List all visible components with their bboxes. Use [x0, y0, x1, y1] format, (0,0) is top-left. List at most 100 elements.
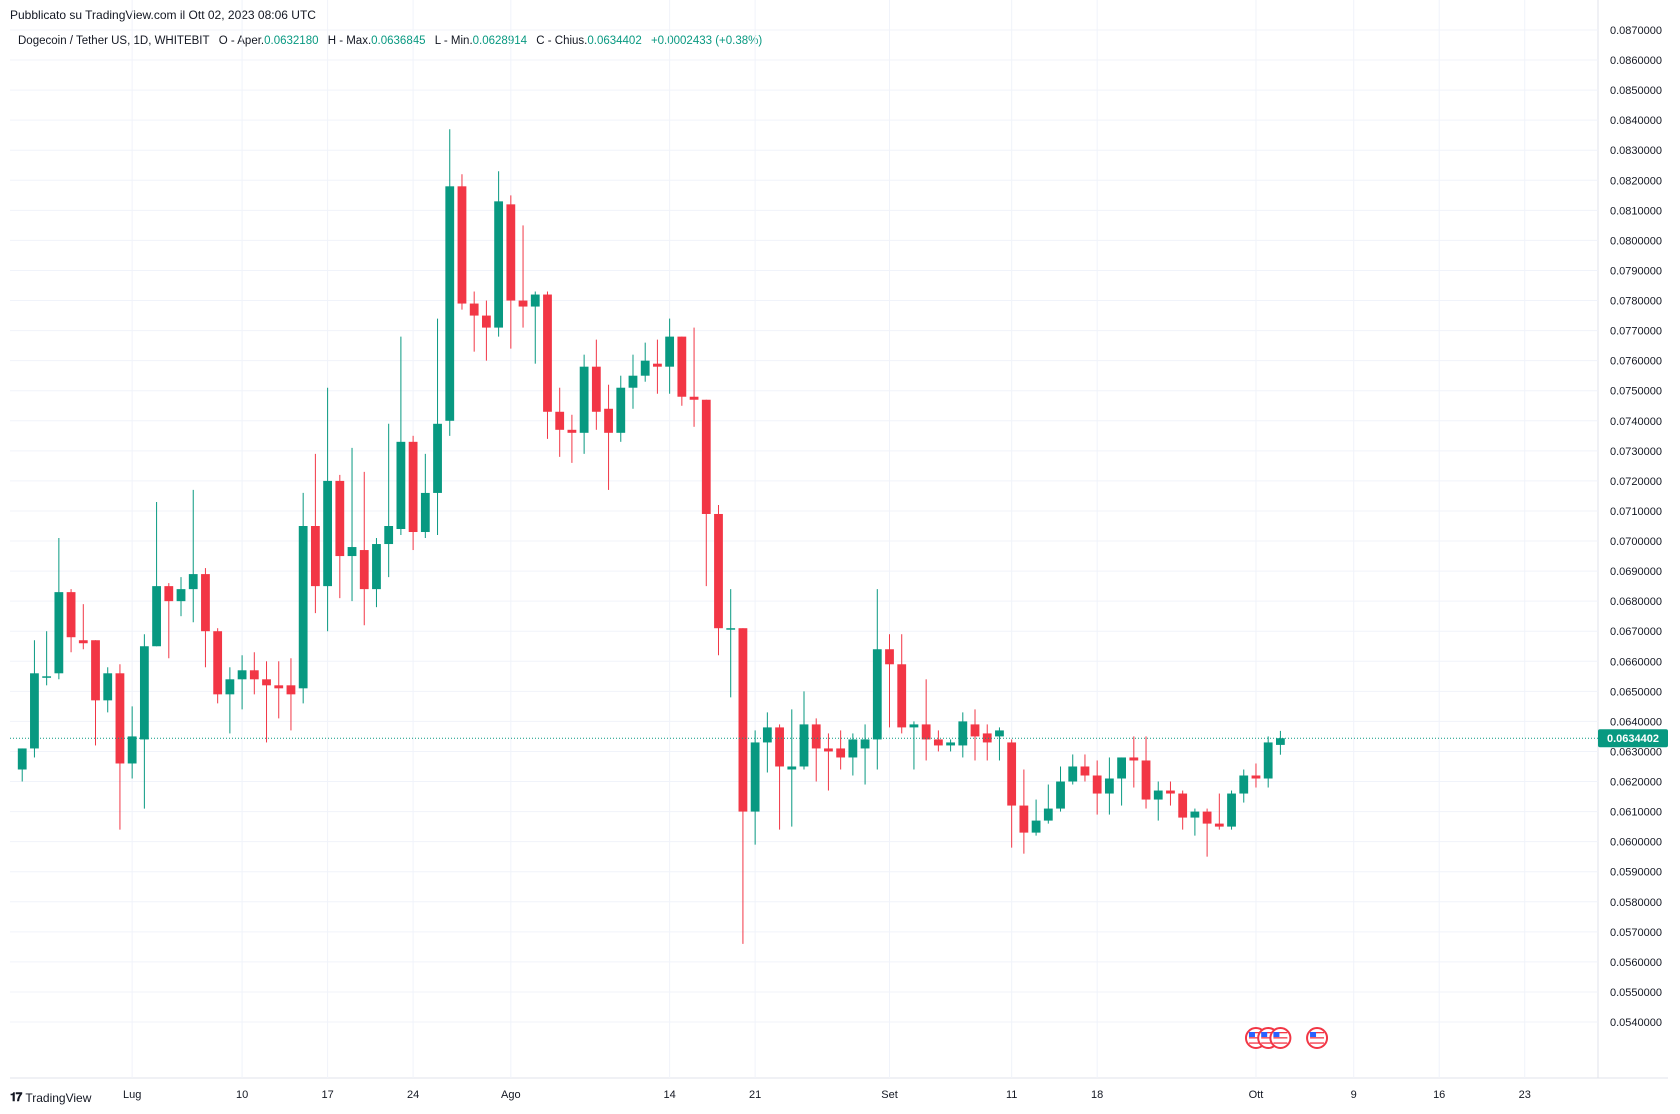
flag-stripe	[1248, 1032, 1263, 1034]
candle-up	[909, 721, 919, 770]
candle-down	[653, 339, 662, 394]
candle-down	[1019, 769, 1029, 854]
price-tick-label: 0.0570000	[1610, 927, 1662, 939]
candle-body	[372, 544, 381, 590]
chart-grid	[10, 0, 1668, 1079]
candle-up	[640, 342, 650, 382]
candle-up	[1068, 754, 1078, 785]
candle-down	[1007, 739, 1017, 848]
candle-down	[1141, 736, 1151, 809]
candle-up	[995, 727, 1004, 761]
candle-body	[799, 724, 809, 767]
candle-body	[689, 396, 699, 400]
candle-up	[433, 318, 442, 536]
candle-body	[286, 685, 296, 695]
candle-up	[872, 589, 882, 770]
price-tick-label: 0.0760000	[1610, 356, 1662, 368]
candle-down	[933, 730, 943, 752]
candle-up	[225, 667, 235, 734]
candle-body	[298, 526, 308, 689]
current-price-line: 0.0634402	[10, 729, 1668, 748]
date-tick-label: 23	[1519, 1089, 1531, 1101]
candle-body	[665, 336, 675, 367]
candle-body	[1129, 757, 1139, 761]
candle-body	[1104, 778, 1114, 794]
candle-up	[530, 291, 540, 364]
candle-down	[982, 724, 992, 761]
legend-high-value: 0.0636845	[371, 35, 426, 47]
price-tick-label: 0.0680000	[1610, 596, 1662, 608]
candle-down	[91, 640, 100, 746]
candle-body	[885, 649, 894, 665]
date-tick-label: 11	[1006, 1089, 1017, 1101]
candle-down	[310, 453, 320, 614]
candle-body	[909, 724, 919, 728]
candle-up	[372, 538, 381, 608]
tradingview-brand[interactable]: 𝟏𝟕 TradingView	[10, 1090, 91, 1105]
us-flag-event-icon[interactable]	[1306, 1027, 1329, 1049]
candle-body	[152, 586, 161, 647]
candle-body	[274, 685, 284, 689]
candle-body	[714, 513, 723, 629]
price-tick-label: 0.0810000	[1610, 205, 1662, 217]
candle-body	[249, 670, 259, 680]
candle-down	[1080, 754, 1090, 782]
candle-up	[1263, 736, 1273, 788]
date-tick-label: Lug	[123, 1089, 141, 1101]
price-tick-label: 0.0540000	[1610, 1017, 1662, 1029]
candle-up	[152, 501, 161, 647]
candle-down	[1214, 793, 1224, 830]
candle-down	[1251, 763, 1261, 788]
candle-body	[457, 186, 467, 304]
us-flag-event-icon[interactable]	[1269, 1027, 1292, 1049]
price-tick-label: 0.0670000	[1610, 626, 1662, 638]
candle-body	[225, 679, 235, 695]
candle-body	[518, 300, 528, 307]
candle-up	[1153, 781, 1163, 821]
event-markers-layer	[1244, 1027, 1329, 1049]
brand-name: TradingView	[25, 1090, 92, 1105]
candle-body	[164, 586, 174, 602]
candle-body	[530, 294, 540, 307]
candle-body	[701, 399, 711, 514]
price-tick-label: 0.0800000	[1610, 235, 1662, 247]
flag-stripe	[1248, 1042, 1263, 1044]
flag-stripe	[1261, 1039, 1276, 1042]
candle-body	[1068, 766, 1078, 782]
price-tick-label: 0.0840000	[1610, 115, 1662, 127]
candle-up	[1227, 790, 1236, 830]
flag-stripe	[1261, 1042, 1276, 1044]
candle-up	[494, 171, 504, 337]
candle-body	[1276, 738, 1285, 745]
flag-canton	[1310, 1032, 1317, 1037]
time-axis: Lug 10 17 24 Ago 14 21 Set 11 18 Ott 9 16 23	[123, 1089, 1531, 1101]
candle-down	[970, 709, 980, 761]
candle-down	[115, 664, 125, 830]
candle-body	[139, 646, 149, 740]
candle-body	[1043, 808, 1053, 821]
price-tick-label: 0.0710000	[1610, 506, 1662, 518]
candle-down	[335, 474, 345, 599]
candle-body	[323, 480, 332, 587]
candle-body	[433, 423, 442, 493]
candle-down	[701, 399, 711, 587]
candle-body	[310, 526, 320, 587]
candle-body	[775, 727, 784, 767]
candle-up	[860, 724, 870, 785]
flag-canton	[1248, 1032, 1255, 1037]
candle-body	[750, 742, 760, 812]
legend-open-label: O - Aper.	[218, 35, 265, 47]
candle-up	[1117, 757, 1126, 806]
candle-body	[1092, 775, 1102, 794]
date-tick-label: 17	[321, 1089, 333, 1101]
candle-down	[286, 658, 296, 731]
candle-body	[616, 387, 626, 433]
candle-body	[738, 628, 748, 812]
price-tick-label: 0.0850000	[1610, 85, 1662, 97]
candle-up	[445, 129, 455, 436]
candle-down	[506, 195, 516, 349]
candle-down	[164, 583, 174, 659]
legend-symbol[interactable]: Dogecoin / Tether US, 1D, WHITEBIT	[18, 35, 210, 47]
candle-body	[1166, 790, 1175, 794]
